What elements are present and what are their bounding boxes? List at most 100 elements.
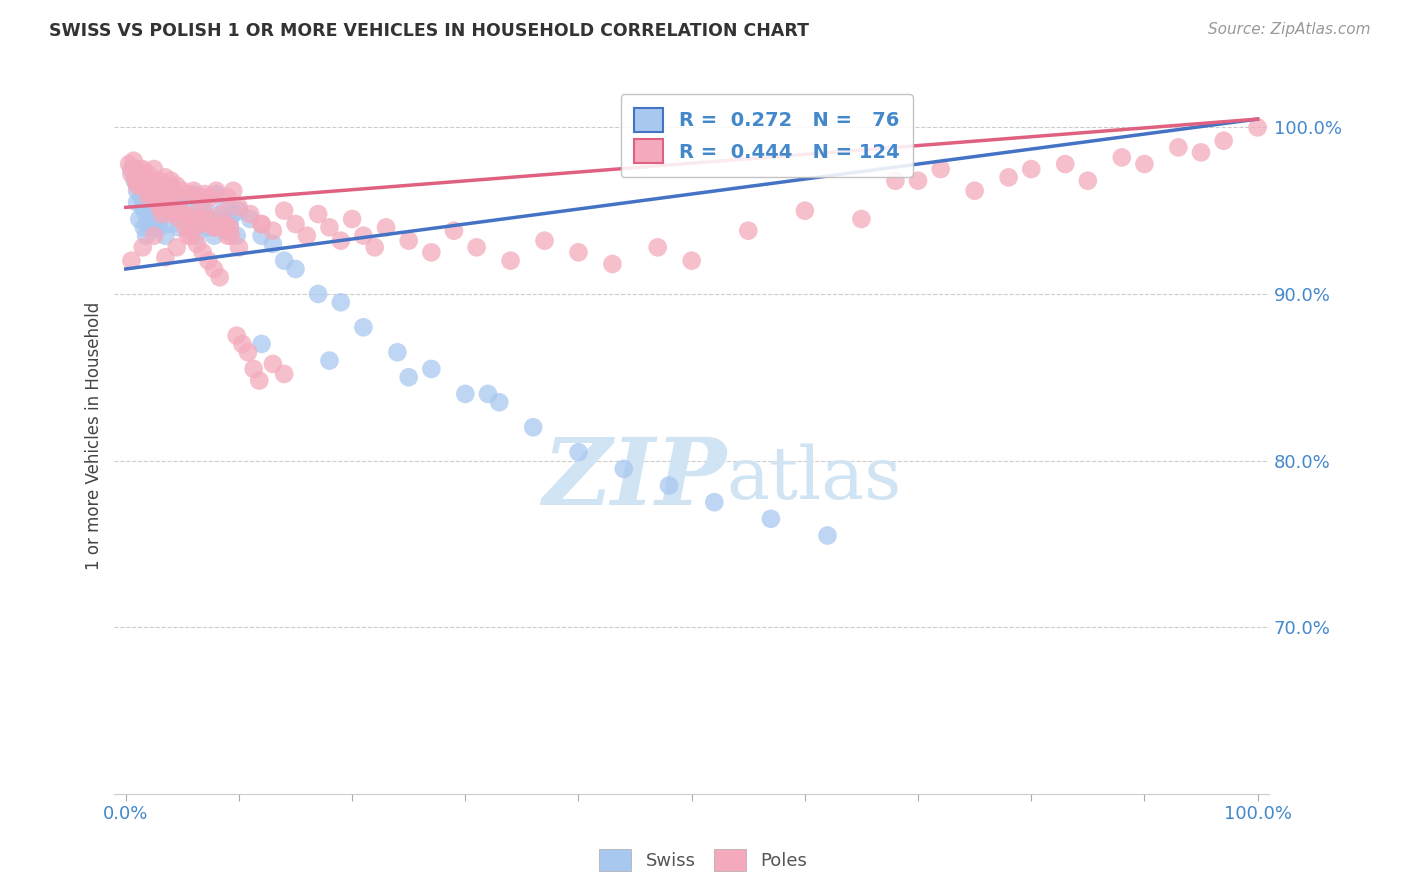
- Point: [179, 212, 201, 227]
- Point: [149, 200, 172, 214]
- Point: [184, 207, 207, 221]
- Point: [647, 240, 669, 254]
- Point: [236, 345, 259, 359]
- Point: [145, 190, 167, 204]
- Point: [150, 178, 173, 193]
- Point: [307, 287, 329, 301]
- Point: [499, 253, 522, 268]
- Point: [202, 262, 225, 277]
- Point: [465, 240, 488, 254]
- Point: [131, 178, 153, 193]
- Point: [454, 387, 477, 401]
- Point: [851, 212, 873, 227]
- Point: [157, 200, 180, 214]
- Point: [1111, 150, 1133, 164]
- Point: [166, 178, 188, 193]
- Point: [146, 212, 169, 227]
- Point: [375, 220, 398, 235]
- Point: [202, 228, 225, 243]
- Text: Source: ZipAtlas.com: Source: ZipAtlas.com: [1208, 22, 1371, 37]
- Point: [420, 245, 443, 260]
- Point: [884, 174, 907, 188]
- Point: [247, 374, 270, 388]
- Point: [273, 367, 295, 381]
- Point: [188, 195, 211, 210]
- Point: [398, 370, 420, 384]
- Point: [250, 217, 273, 231]
- Point: [191, 245, 214, 260]
- Point: [172, 184, 194, 198]
- Point: [155, 228, 177, 243]
- Point: [160, 217, 183, 231]
- Point: [118, 157, 141, 171]
- Point: [184, 228, 207, 243]
- Point: [533, 234, 555, 248]
- Point: [195, 212, 218, 227]
- Point: [172, 190, 194, 204]
- Point: [173, 212, 195, 227]
- Point: [131, 162, 153, 177]
- Point: [218, 217, 240, 231]
- Point: [166, 240, 188, 254]
- Point: [162, 190, 184, 204]
- Point: [120, 253, 142, 268]
- Point: [194, 207, 217, 221]
- Point: [211, 212, 233, 227]
- Point: [284, 262, 307, 277]
- Point: [352, 228, 374, 243]
- Point: [703, 495, 725, 509]
- Point: [188, 190, 211, 204]
- Point: [200, 190, 222, 204]
- Point: [329, 234, 352, 248]
- Point: [207, 220, 229, 235]
- Point: [202, 220, 225, 235]
- Point: [160, 178, 183, 193]
- Point: [318, 353, 340, 368]
- Point: [188, 217, 211, 231]
- Point: [214, 217, 236, 231]
- Point: [128, 212, 150, 227]
- Point: [217, 228, 239, 243]
- Point: [177, 228, 200, 243]
- Point: [191, 217, 214, 231]
- Point: [273, 253, 295, 268]
- Point: [295, 228, 318, 243]
- Point: [211, 207, 233, 221]
- Point: [250, 337, 273, 351]
- Point: [139, 190, 162, 204]
- Point: [205, 184, 228, 198]
- Point: [157, 190, 180, 204]
- Point: [443, 224, 465, 238]
- Point: [205, 220, 228, 235]
- Point: [167, 220, 190, 235]
- Text: SWISS VS POLISH 1 OR MORE VEHICLES IN HOUSEHOLD CORRELATION CHART: SWISS VS POLISH 1 OR MORE VEHICLES IN HO…: [49, 22, 810, 40]
- Point: [141, 184, 163, 198]
- Point: [195, 220, 218, 235]
- Point: [149, 174, 172, 188]
- Point: [167, 203, 190, 218]
- Point: [194, 190, 217, 204]
- Point: [135, 207, 157, 221]
- Point: [222, 184, 245, 198]
- Point: [125, 178, 148, 193]
- Point: [138, 167, 160, 181]
- Point: [143, 220, 166, 235]
- Point: [160, 174, 183, 188]
- Point: [155, 250, 177, 264]
- Y-axis label: 1 or more Vehicles in Household: 1 or more Vehicles in Household: [86, 301, 103, 570]
- Point: [146, 190, 169, 204]
- Text: atlas: atlas: [727, 443, 901, 514]
- Point: [125, 184, 148, 198]
- Point: [817, 528, 839, 542]
- Point: [242, 362, 264, 376]
- Point: [681, 253, 703, 268]
- Point: [120, 162, 142, 177]
- Point: [1246, 120, 1268, 135]
- Point: [143, 228, 166, 243]
- Point: [155, 200, 177, 214]
- Point: [180, 228, 202, 243]
- Point: [793, 203, 815, 218]
- Point: [239, 207, 262, 221]
- Point: [997, 170, 1019, 185]
- Point: [488, 395, 510, 409]
